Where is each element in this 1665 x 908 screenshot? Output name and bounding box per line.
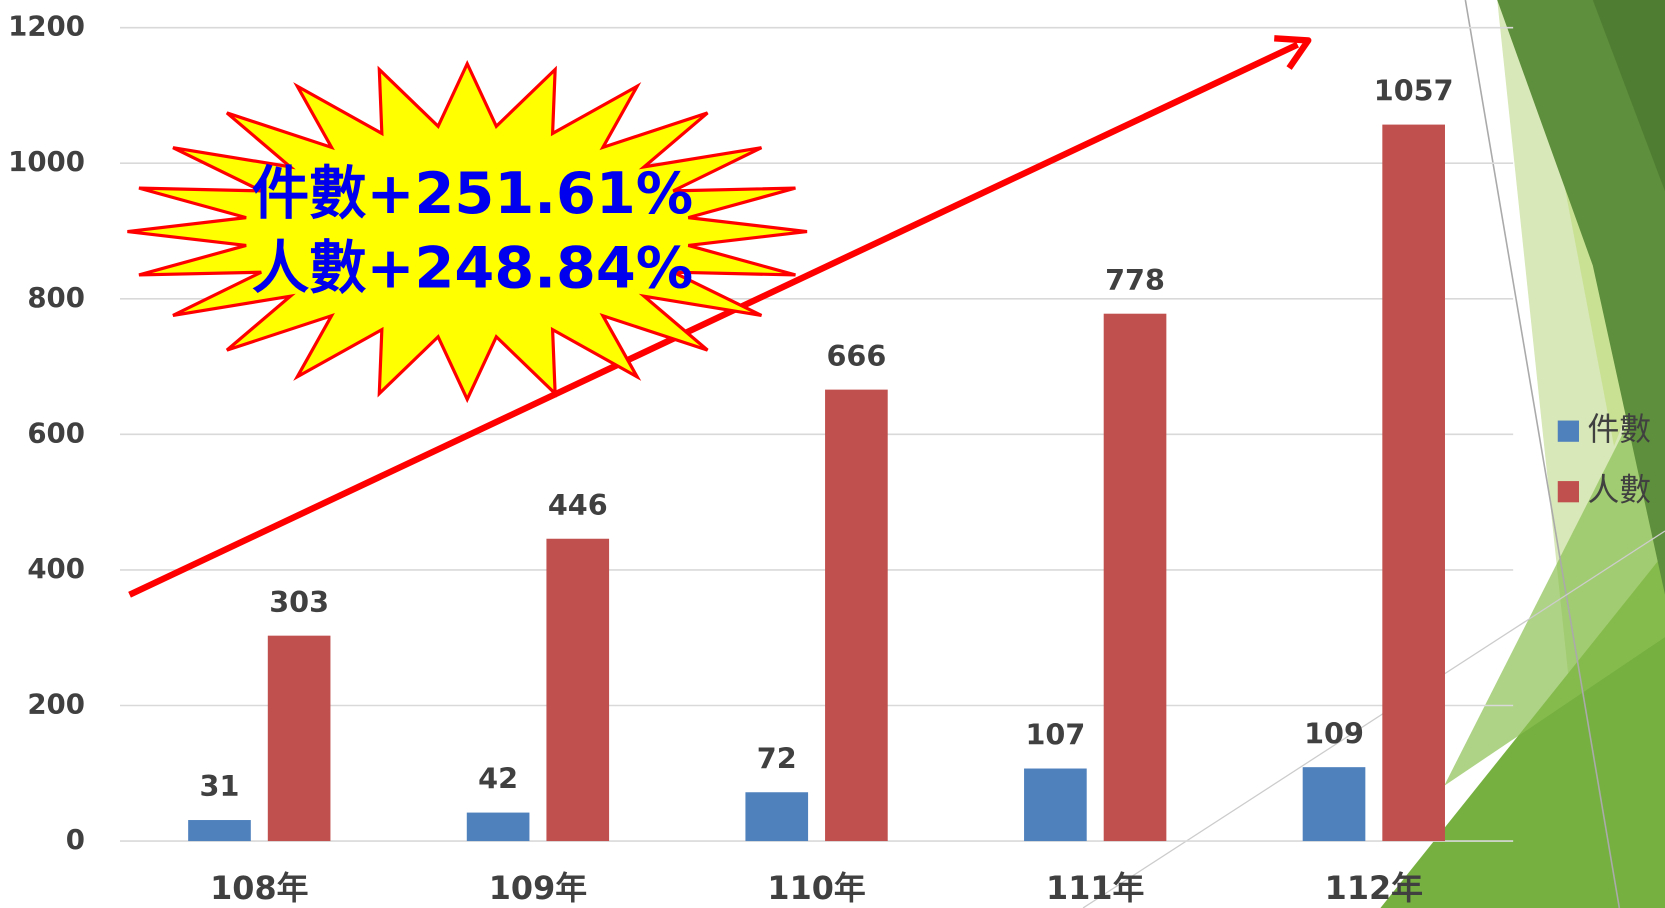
x-tick-label: 112年 xyxy=(1325,869,1423,907)
y-tick-label: 200 xyxy=(27,687,85,720)
bar xyxy=(546,539,609,841)
value-label: 778 xyxy=(1105,263,1165,297)
y-tick-label: 600 xyxy=(27,416,85,449)
value-label: 42 xyxy=(478,762,518,796)
bar xyxy=(745,792,808,841)
y-tick-label: 1200 xyxy=(8,10,85,43)
value-label: 109 xyxy=(1304,716,1364,750)
y-tick-label: 400 xyxy=(27,552,85,585)
legend-swatch xyxy=(1558,481,1579,502)
bar xyxy=(1104,314,1167,841)
bar xyxy=(467,813,530,841)
legend-swatch xyxy=(1558,421,1579,442)
y-tick-label: 0 xyxy=(66,823,85,856)
legend-label: 人數 xyxy=(1587,471,1651,509)
value-label: 107 xyxy=(1025,718,1085,752)
annotation: 人數+248.84% xyxy=(252,235,693,302)
value-label: 1057 xyxy=(1374,74,1454,108)
x-tick-label: 109年 xyxy=(489,869,587,907)
bar xyxy=(825,390,888,841)
bar xyxy=(1382,125,1445,841)
page: {"chart_data": {"type": "bar", "categori… xyxy=(0,0,1665,908)
plot-area: 0 200 400 600 800 1000 1200 108年 31 303 109年 42 446 1… xyxy=(8,10,1513,907)
value-label: 72 xyxy=(757,741,797,775)
x-tick-label: 111年 xyxy=(1046,869,1144,907)
starburst xyxy=(127,64,807,400)
background-decoration xyxy=(1083,0,1665,908)
bar xyxy=(188,820,251,841)
annotation: 件數+251.61% xyxy=(252,160,693,227)
y-tick-label: 800 xyxy=(27,281,85,314)
x-tick-label: 108年 xyxy=(210,869,308,907)
chart: 0 200 400 600 800 1000 1200 108年 31 303 109年 42 446 1… xyxy=(0,0,1665,908)
value-label: 31 xyxy=(200,769,240,803)
value-label: 666 xyxy=(826,339,886,373)
value-label: 446 xyxy=(548,488,608,522)
y-tick-label: 1000 xyxy=(8,145,85,178)
bar xyxy=(1303,767,1366,841)
x-tick-label: 110年 xyxy=(767,869,865,907)
value-label: 303 xyxy=(269,585,329,619)
bar xyxy=(1024,769,1087,842)
legend-label: 件數 xyxy=(1587,410,1651,448)
bar xyxy=(268,636,331,841)
